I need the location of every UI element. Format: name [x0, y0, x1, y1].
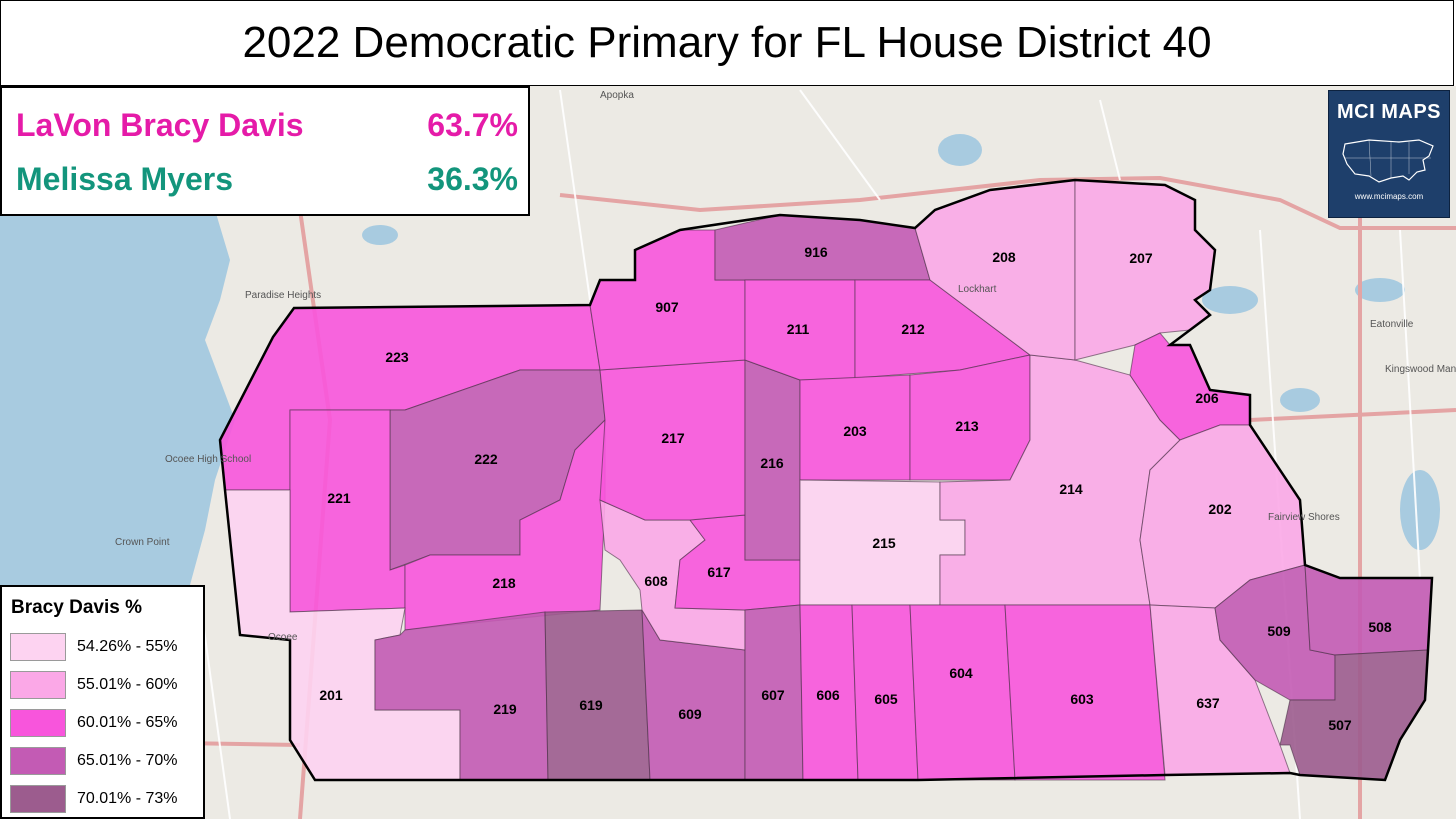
candidate-row-bracy-davis: LaVon Bracy Davis 63.7% [16, 102, 518, 148]
results-box: LaVon Bracy Davis 63.7% Melissa Myers 36… [0, 86, 530, 216]
precinct-label-605: 605 [874, 691, 898, 707]
legend-swatch [10, 633, 66, 661]
precinct-label-214: 214 [1059, 481, 1083, 497]
precinct-label-223: 223 [385, 349, 409, 365]
precinct-label-607: 607 [761, 687, 785, 703]
precinct-603[interactable] [1004, 604, 1166, 781]
precinct-604[interactable] [909, 604, 1016, 781]
precinct-shapes[interactable] [219, 179, 1433, 781]
precinct-label-211: 211 [787, 321, 810, 337]
precinct-label-221: 221 [327, 490, 351, 506]
precinct-labels: 223 222 221 218 201 219 619 609 608 617 … [319, 244, 1392, 733]
lake [1400, 470, 1440, 550]
candidate-row-myers: Melissa Myers 36.3% [16, 156, 518, 202]
precinct-label-208: 208 [992, 249, 1016, 265]
precinct-label-201: 201 [319, 687, 343, 703]
precinct-label-202: 202 [1208, 501, 1232, 517]
place-label: Ocoee [268, 632, 298, 643]
legend-swatch [10, 709, 66, 737]
candidate-percent: 36.3% [427, 160, 518, 197]
legend-title: Bracy Davis % [11, 597, 142, 618]
precinct-label-218: 218 [492, 575, 516, 591]
place-label: Fairview Shores [1268, 512, 1340, 523]
place-label: Ocoee High School [165, 454, 251, 465]
candidate-percent: 63.7% [427, 106, 518, 143]
precinct-label-509: 509 [1267, 623, 1291, 639]
precinct-label-219: 219 [493, 701, 517, 717]
precinct-label-507: 507 [1328, 717, 1352, 733]
legend-label: 54.26% - 55% [77, 638, 178, 655]
precinct-label-916: 916 [804, 244, 828, 260]
basemap-labels: Paradise Heights Lockhart Eatonville Kin… [115, 90, 1456, 643]
lake [1280, 388, 1320, 412]
legend-item: 70.01% - 73% [10, 784, 178, 814]
place-label: Kingswood Manor [1385, 364, 1456, 375]
legend-item: 55.01% - 60% [10, 670, 178, 700]
legend-swatch [10, 671, 66, 699]
legend-label: 65.01% - 70% [77, 752, 178, 769]
precinct-label-207: 207 [1129, 250, 1153, 266]
legend-swatch [10, 747, 66, 775]
precinct-label-603: 603 [1070, 691, 1094, 707]
precinct-221[interactable] [289, 409, 406, 613]
mci-maps-logo: MCI MAPS www.mcimaps.com [1328, 90, 1450, 218]
legend-label: 60.01% - 65% [77, 714, 178, 731]
lake [1355, 278, 1405, 302]
map-title: 2022 Democratic Primary for FL House Dis… [0, 0, 1454, 86]
precinct-label-213: 213 [955, 418, 979, 434]
logo-title: MCI MAPS [1337, 101, 1441, 123]
precinct-label-907: 907 [655, 299, 679, 315]
precinct-label-609: 609 [678, 706, 702, 722]
usa-map-icon [1342, 139, 1434, 183]
precinct-label-604: 604 [949, 665, 973, 681]
precinct-619[interactable] [544, 609, 651, 781]
precinct-label-617: 617 [707, 564, 731, 580]
precinct-label-606: 606 [816, 687, 840, 703]
logo-url: www.mcimaps.com [1354, 192, 1424, 201]
precinct-label-216: 216 [760, 455, 784, 471]
place-label: Eatonville [1370, 319, 1414, 330]
precinct-label-619: 619 [579, 697, 603, 713]
district-boundary [218, 178, 1434, 782]
place-label: Paradise Heights [245, 290, 321, 301]
place-label: Apopka [600, 90, 634, 101]
lake [1202, 286, 1258, 314]
precinct-label-217: 217 [661, 430, 685, 446]
legend: Bracy Davis % 54.26% - 55% 55.01% - 60% … [0, 585, 205, 819]
legend-item: 54.26% - 55% [10, 632, 178, 662]
legend-item: 60.01% - 65% [10, 708, 178, 738]
legend-swatch [10, 785, 66, 813]
precinct-label-203: 203 [843, 423, 867, 439]
precinct-label-212: 212 [901, 321, 925, 337]
place-label: Lockhart [958, 284, 997, 295]
precinct-label-637: 637 [1196, 695, 1220, 711]
precinct-label-215: 215 [872, 535, 896, 551]
precinct-label-206: 206 [1195, 390, 1219, 406]
candidate-name: Melissa Myers [16, 160, 234, 197]
legend-label: 55.01% - 60% [77, 676, 178, 693]
precinct-label-222: 222 [474, 451, 498, 467]
lake-apopka-water [0, 210, 235, 585]
place-label: Crown Point [115, 537, 170, 548]
map-area[interactable]: Paradise Heights Lockhart Eatonville Kin… [0, 86, 1456, 819]
district-map[interactable]: Paradise Heights Lockhart Eatonville Kin… [0, 86, 1456, 819]
legend-label: 70.01% - 73% [77, 790, 178, 807]
lake [362, 225, 398, 245]
precinct-label-508: 508 [1368, 619, 1392, 635]
lake [938, 134, 982, 166]
legend-item: 65.01% - 70% [10, 746, 178, 776]
candidate-name: LaVon Bracy Davis [16, 106, 304, 143]
precinct-label-608: 608 [644, 573, 668, 589]
